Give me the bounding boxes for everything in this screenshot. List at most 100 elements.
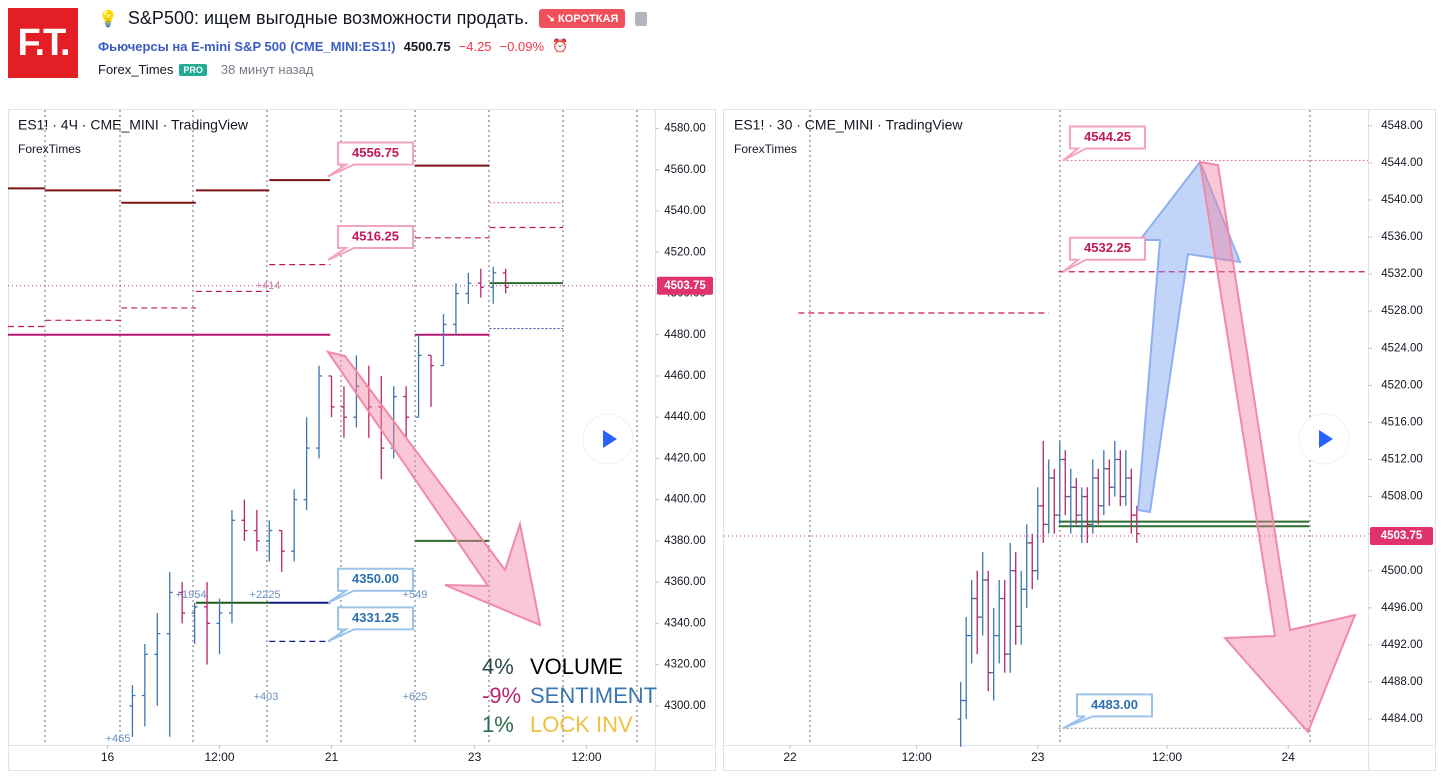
- y-tick-label: 4360.00: [664, 576, 706, 588]
- stat-pct: 1%: [482, 712, 514, 737]
- short-badge: ↘ КОРОТКАЯ: [538, 9, 626, 28]
- study-label: +2225: [250, 589, 281, 601]
- callout-label: 4532.25: [1084, 240, 1131, 255]
- callout-box: [327, 224, 414, 261]
- symbol-code[interactable]: (CME_MINI:ES1!): [290, 38, 396, 54]
- y-tick-label: 4520.00: [1381, 379, 1423, 391]
- y-tick-label: 4580.00: [664, 123, 706, 135]
- left-panel: [8, 109, 716, 771]
- y-tick-label: 4528.00: [1381, 305, 1423, 317]
- author[interactable]: Forex_Times: [98, 62, 174, 77]
- y-tick-label: 4460.00: [664, 370, 706, 382]
- y-tick-label: 4544.00: [1381, 157, 1423, 169]
- callout-label: 4556.75: [352, 145, 399, 160]
- play-button[interactable]: [1298, 413, 1350, 465]
- stat-label: LOCK INV: [530, 712, 633, 737]
- y-tick-label: 4524.00: [1381, 342, 1423, 354]
- y-tick-label: 4516.00: [1381, 416, 1423, 428]
- study-label: +549: [403, 589, 428, 601]
- x-tick-label: 12:00: [572, 750, 602, 764]
- x-tick-label: 23: [468, 750, 482, 764]
- callout-box: [1062, 125, 1146, 162]
- y-tick-label: 4400.00: [664, 494, 706, 506]
- y-tick-label: 4520.00: [664, 246, 706, 258]
- lock-icon: [635, 11, 648, 26]
- callout-box: [1062, 236, 1146, 273]
- y-tick-label: 4440.00: [664, 411, 706, 423]
- stat-label: VOLUME: [530, 654, 623, 679]
- y-tick-label: 4560.00: [664, 164, 706, 176]
- last-price-box: [1370, 526, 1433, 545]
- y-tick-label: 4320.00: [664, 659, 706, 671]
- callout-label: 4331.25: [352, 610, 399, 625]
- x-tick-label: 12:00: [1152, 750, 1182, 764]
- callout-label: 4544.25: [1084, 129, 1131, 144]
- y-tick-label: 4492.00: [1381, 639, 1423, 651]
- x-tick-label: 23: [1031, 750, 1045, 764]
- x-tick-label: 24: [1282, 750, 1296, 764]
- callout-label: 4516.25: [352, 228, 399, 243]
- y-tick-label: 4540.00: [1381, 194, 1423, 206]
- study-label: +1954: [176, 589, 207, 601]
- x-tick-label: 16: [101, 750, 115, 764]
- callout-box: [327, 141, 414, 178]
- y-tick-label: 4500.00: [1381, 565, 1423, 577]
- last-price-box: [657, 276, 713, 295]
- arrow-down: [325, 350, 542, 627]
- stat-pct: 4%: [482, 654, 514, 679]
- stat-pct: -9%: [482, 683, 521, 708]
- y-tick-label: 4536.00: [1381, 231, 1423, 243]
- idea-title: S&P500: ищем выгодные возможности продат…: [127, 8, 529, 28]
- change: −4.25: [458, 38, 492, 54]
- header: F.T. 💡 S&P500: ищем выгодные возможности…: [0, 0, 1442, 100]
- pro-badge: PRO: [179, 63, 207, 76]
- symbol-row: Фьючерсы на E-mini S&P 500 (CME_MINI:ES1…: [98, 38, 568, 54]
- y-tick-label: 4496.00: [1381, 602, 1423, 614]
- idea-title-row: 💡 S&P500: ищем выгодные возможности прод…: [98, 8, 648, 29]
- x-tick-label: 21: [325, 750, 339, 764]
- arrow-down: [1198, 160, 1357, 734]
- y-tick-label: 4512.00: [1381, 454, 1423, 466]
- y-tick-label: 4480.00: [664, 329, 706, 341]
- bulb-icon: 💡: [98, 10, 118, 28]
- callout-box: [327, 567, 414, 604]
- change-pct: −0.09%: [499, 38, 544, 54]
- y-tick-label: 4340.00: [664, 617, 706, 629]
- right-panel: [723, 109, 1436, 771]
- y-tick-label: 4508.00: [1381, 491, 1423, 503]
- last-price-label: 4503.75: [664, 280, 706, 292]
- study-label: +465: [106, 733, 131, 745]
- symbol-name[interactable]: Фьючерсы на E-mini S&P 500: [98, 38, 287, 54]
- callout-box: [327, 606, 414, 643]
- x-tick-label: 12:00: [902, 750, 932, 764]
- time-ago: 38 минут назад: [220, 62, 314, 77]
- chart-title: ES1! · 4Ч · CME_MINI · TradingView: [18, 117, 249, 133]
- y-tick-label: 4484.00: [1381, 713, 1423, 725]
- stat-label: SENTIMENT: [530, 683, 657, 708]
- play-button[interactable]: [582, 413, 634, 465]
- callout-label: 4350.00: [352, 571, 399, 586]
- chart-subtitle: ForexTimes: [18, 142, 81, 156]
- callout-label: 4483.00: [1091, 697, 1138, 712]
- logo[interactable]: F.T.: [8, 8, 78, 78]
- y-tick-label: 4420.00: [664, 452, 706, 464]
- study-label: +403: [254, 691, 279, 703]
- alert-icon[interactable]: ⏰: [552, 38, 569, 53]
- y-tick-label: 4540.00: [664, 205, 706, 217]
- y-tick-label: 4548.00: [1381, 120, 1423, 132]
- x-tick-label: 22: [783, 750, 797, 764]
- author-row: Forex_Times PRO 38 минут назад: [98, 62, 313, 77]
- callout-box: [1062, 693, 1153, 730]
- last-price-label: 4503.75: [1381, 530, 1423, 542]
- y-tick-label: 4488.00: [1381, 676, 1423, 688]
- y-tick-label: 4380.00: [664, 535, 706, 547]
- study-label: +625: [403, 691, 428, 703]
- y-tick-label: 4532.00: [1381, 268, 1423, 280]
- study-label: +414: [256, 280, 281, 292]
- y-tick-label: 4300.00: [664, 700, 706, 712]
- chart-subtitle: ForexTimes: [734, 142, 797, 156]
- price: 4500.75: [403, 38, 451, 54]
- x-tick-label: 12:00: [205, 750, 235, 764]
